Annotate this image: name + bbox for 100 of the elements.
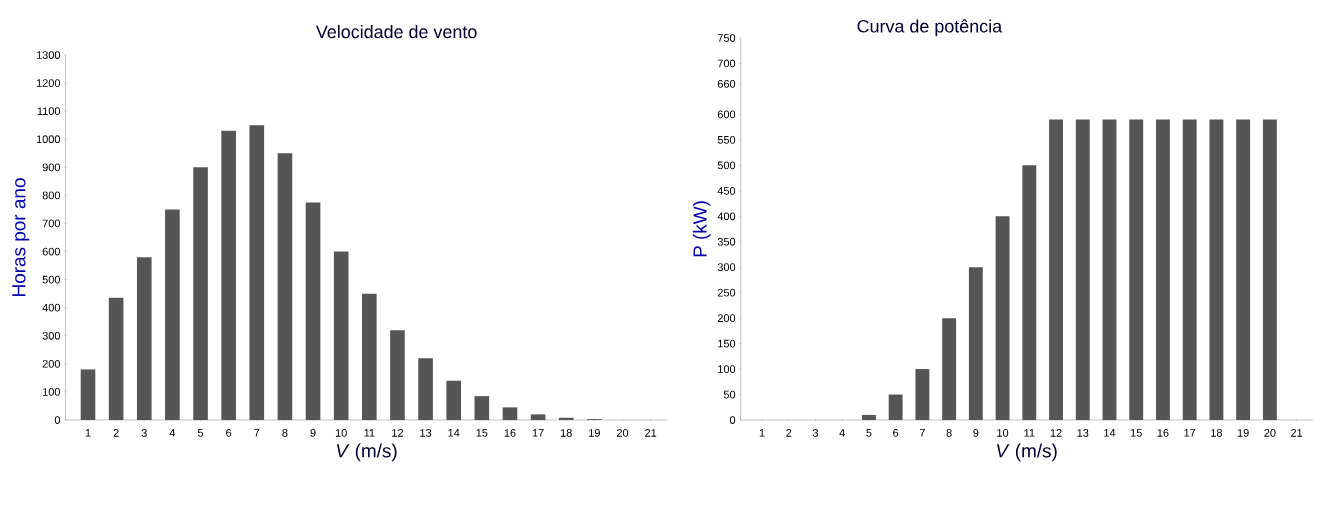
- y-tick-label: 300: [42, 331, 61, 340]
- x-tick-label: 1: [85, 429, 91, 437]
- x-tick-label: 7: [919, 429, 925, 437]
- bar: [474, 396, 490, 420]
- bar: [861, 414, 876, 420]
- x-tick-label: 6: [226, 429, 232, 437]
- y-tick-label: 0: [729, 416, 736, 424]
- chart-title: Velocidade de vento: [315, 25, 477, 39]
- x-tick-label: 2: [786, 429, 792, 437]
- x-tick-label: 5: [197, 429, 204, 437]
- x-tick-label: 16: [1157, 429, 1169, 437]
- x-tick-label: 12: [1050, 429, 1062, 437]
- y-tick-label: 550: [717, 136, 736, 144]
- y-tick-label: 250: [717, 288, 736, 297]
- bar: [446, 380, 462, 420]
- x-tick-label: 15: [476, 429, 488, 437]
- y-tick-label: 1300: [36, 51, 61, 59]
- y-tick-label: 400: [42, 303, 61, 312]
- bar: [305, 202, 321, 420]
- x-tick-label: 18: [560, 429, 572, 437]
- bar: [1102, 119, 1117, 420]
- x-tick-label: 21: [1291, 429, 1303, 437]
- bar: [915, 369, 930, 420]
- x-tick-label: 17: [532, 429, 544, 437]
- x-tick-label: 20: [616, 429, 629, 437]
- x-tick-label: 6: [893, 429, 899, 437]
- y-tick-label: 660: [717, 79, 736, 88]
- y-tick-label: 600: [717, 110, 736, 119]
- x-tick-label: 5: [866, 429, 872, 437]
- x-tick-label: 12: [392, 429, 403, 437]
- x-tick-label: 9: [973, 429, 979, 437]
- bar: [1129, 119, 1144, 420]
- y-tick-label: 50: [723, 390, 736, 399]
- x-tick-label: 3: [141, 429, 147, 437]
- x-tick-label: 8: [282, 429, 288, 437]
- x-tick-label: 18: [1211, 429, 1223, 437]
- x-tick-label: 7: [254, 429, 260, 437]
- bar: [888, 394, 903, 420]
- x-tick-label: 2: [113, 429, 119, 437]
- bar: [1156, 119, 1170, 420]
- x-tick-label: 11: [364, 429, 375, 437]
- bar: [1182, 119, 1197, 420]
- x-tick-label: 13: [420, 429, 432, 437]
- y-tick-label: 400: [717, 212, 736, 221]
- y-axis-title: Horas por ano: [12, 178, 30, 296]
- bar: [968, 267, 983, 420]
- bar: [558, 417, 574, 420]
- x-tick-label: 4: [839, 429, 845, 437]
- y-tick-label: 700: [717, 59, 736, 68]
- x-tick-label: 14: [1104, 429, 1116, 437]
- y-tick-label: 750: [717, 34, 736, 42]
- x-tick-label: 13: [1077, 429, 1089, 437]
- y-tick-label: 600: [42, 247, 61, 256]
- bar: [418, 358, 433, 420]
- y-tick-label: 150: [718, 339, 736, 348]
- x-tick-label: 10: [997, 429, 1009, 437]
- bar: [249, 125, 265, 420]
- bar: [390, 330, 405, 420]
- x-tick-label: 14: [448, 429, 460, 437]
- x-axis-title: V (m/s): [997, 443, 1057, 462]
- x-tick-label: 21: [645, 429, 657, 437]
- y-tick-label: 900: [42, 163, 61, 172]
- x-axis-title: V (m/s): [336, 443, 397, 462]
- x-tick-label: 8: [946, 429, 952, 437]
- y-tick-label: 200: [717, 314, 736, 323]
- y-tick-label: 1100: [37, 107, 61, 116]
- y-tick-label: 700: [42, 219, 61, 228]
- y-tick-label: 350: [717, 237, 736, 246]
- y-tick-label: 450: [717, 186, 736, 195]
- bar: [165, 209, 180, 420]
- bar: [80, 369, 96, 420]
- y-tick-label: 1000: [36, 135, 61, 144]
- x-tick-label: 3: [812, 429, 819, 437]
- x-tick-label: 10: [335, 429, 347, 437]
- y-tick-label: 300: [717, 263, 736, 272]
- bar: [193, 167, 208, 420]
- bar: [1049, 119, 1063, 420]
- y-tick-label: 100: [43, 388, 61, 396]
- x-tick-label: 16: [504, 429, 516, 437]
- bar: [1209, 119, 1224, 420]
- x-tick-label: 1: [759, 429, 765, 437]
- bar: [995, 216, 1010, 420]
- y-axis-title: P (kW): [692, 201, 711, 257]
- y-tick-label: 500: [717, 161, 736, 170]
- y-tick-label: 500: [42, 275, 61, 284]
- bar: [362, 293, 377, 420]
- x-tick-label: 15: [1130, 429, 1142, 437]
- y-tick-label: 1200: [36, 79, 61, 87]
- x-tick-label: 11: [1024, 429, 1035, 437]
- bar: [942, 318, 957, 420]
- bar: [277, 153, 293, 420]
- x-tick-label: 19: [589, 429, 600, 437]
- bar: [221, 130, 236, 420]
- bar: [1022, 165, 1037, 420]
- x-tick-label: 17: [1184, 429, 1196, 437]
- bar: [333, 251, 349, 420]
- y-tick-label: 100: [718, 365, 736, 373]
- bar: [1262, 119, 1277, 420]
- y-tick-label: 0: [54, 416, 61, 424]
- x-tick-label: 4: [169, 429, 176, 437]
